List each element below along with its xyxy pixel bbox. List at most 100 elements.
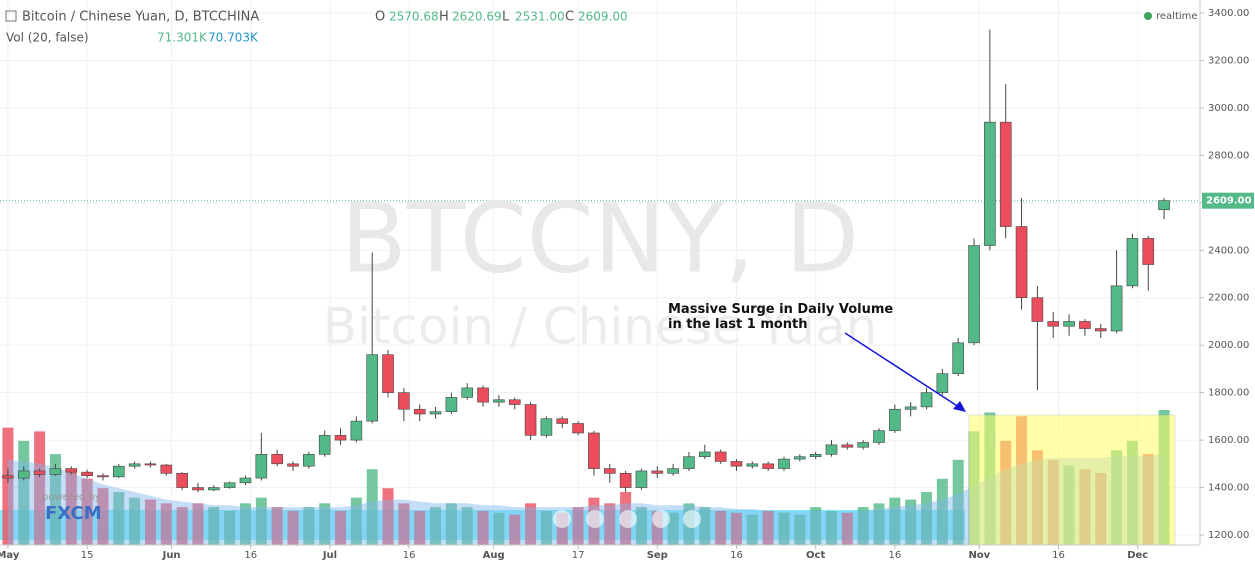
- candle-body: [318, 435, 331, 455]
- tool-button[interactable]: [619, 510, 637, 528]
- x-tick-label: Sep: [647, 550, 668, 561]
- candle-body: [588, 432, 600, 469]
- candle-body: [192, 487, 204, 491]
- volume-bar: [699, 507, 711, 545]
- candle-body: [508, 399, 521, 405]
- candle-body: [540, 418, 553, 436]
- x-tick-label: May: [0, 550, 20, 561]
- volume-bar: [287, 510, 299, 545]
- tool-button[interactable]: [652, 510, 670, 528]
- volume-bar: [921, 491, 933, 545]
- legend-h: 2620.69: [452, 10, 502, 24]
- volume-bar: [572, 507, 584, 545]
- volume-bar: [350, 497, 362, 545]
- highlight-box: [968, 414, 1176, 546]
- candle-body: [809, 454, 822, 458]
- candle-body: [112, 465, 125, 478]
- candle-body: [1063, 321, 1075, 327]
- tool-button[interactable]: [683, 510, 701, 528]
- brand-caption: powered by: [42, 492, 101, 503]
- volume-bar: [746, 514, 758, 545]
- arrow-head: [953, 401, 966, 412]
- volume-bar: [176, 507, 188, 545]
- candle-body: [493, 399, 505, 403]
- candle-body: [1126, 238, 1139, 287]
- volume-bar: [873, 503, 885, 545]
- legend-o: 2570.68: [389, 10, 439, 24]
- candle-body: [2, 475, 14, 479]
- volume-bar: [889, 497, 901, 545]
- volume-bar: [477, 510, 489, 545]
- candle-body: [904, 406, 917, 410]
- tool-button[interactable]: [553, 510, 571, 528]
- candle-body: [524, 404, 537, 436]
- x-tick-label: 15: [81, 550, 94, 561]
- y-tick-label: 2000.00: [1208, 340, 1249, 351]
- candle-body: [382, 354, 394, 393]
- candle-body: [1031, 297, 1044, 322]
- candle-body: [208, 487, 220, 491]
- volume-bar: [382, 488, 394, 545]
- volume-bar: [778, 512, 790, 545]
- volume-bar: [224, 510, 236, 545]
- candle-body: [429, 411, 442, 415]
- candle-body: [936, 373, 949, 393]
- tool-button[interactable]: [586, 510, 604, 528]
- axes: 1200.00 1400.00 1600.00 1800.00 2000.00 2200.…: [0, 8, 1254, 561]
- volume-bar: [540, 510, 552, 545]
- volume-bar: [129, 497, 141, 545]
- candle-body: [952, 342, 965, 374]
- volume-bar: [952, 459, 964, 545]
- candle-body: [825, 444, 838, 455]
- y-tick-label: 1200.00: [1208, 530, 1249, 541]
- volume-bar: [34, 431, 46, 545]
- candle-body: [413, 408, 426, 415]
- candle-body: [461, 387, 474, 398]
- x-tick-label: Jun: [162, 550, 181, 561]
- volume-bar: [398, 503, 410, 545]
- candle-body: [287, 463, 299, 467]
- volume-bar: [113, 491, 125, 545]
- y-tick-label: 1800.00: [1208, 388, 1249, 399]
- collapse-icon[interactable]: [5, 10, 17, 22]
- watermark-sub: Bitcoin / Chinese Yuan: [323, 298, 878, 356]
- y-tick-label: 3000.00: [1208, 103, 1249, 114]
- legend-c: 2609.00: [578, 10, 628, 24]
- candle-body: [762, 463, 774, 469]
- candle-body: [556, 418, 569, 424]
- candle-body: [667, 468, 679, 474]
- volume-bar: [445, 503, 457, 545]
- y-tick-label: 2800.00: [1208, 150, 1249, 161]
- candle-body: [239, 477, 252, 484]
- legend-h-label: H: [439, 10, 449, 25]
- volume-bar: [18, 440, 30, 545]
- legend-c-label: C: [565, 10, 574, 25]
- x-tick-label: Oct: [806, 550, 825, 561]
- brand: powered by FXCM: [42, 492, 102, 524]
- status-dot: [1144, 12, 1152, 20]
- volume-bar: [192, 503, 204, 545]
- volume-bar: [635, 507, 647, 545]
- brand-name: FXCM: [45, 503, 102, 524]
- volume-bar: [556, 512, 568, 545]
- volume-bar: [730, 512, 742, 545]
- volume-bar: [604, 503, 616, 545]
- last-price-box: [1202, 192, 1254, 209]
- candle-body: [255, 454, 268, 479]
- candle-body: [33, 470, 46, 475]
- y-tick-label: 2400.00: [1208, 245, 1249, 256]
- candle-body: [698, 451, 711, 458]
- volume-bar: [430, 507, 442, 545]
- candle-body: [1047, 321, 1060, 327]
- status: realtime: [1156, 11, 1198, 22]
- candle-body: [65, 468, 78, 473]
- candle-body: [303, 454, 315, 467]
- candle-body: [1079, 321, 1091, 329]
- candle-body: [619, 473, 632, 488]
- x-tick-label: 16: [244, 550, 257, 561]
- x-tick-label: Nov: [968, 550, 990, 561]
- x-tick-label: 16: [730, 550, 743, 561]
- candle-body: [746, 463, 759, 467]
- volume-last: 71.301K: [157, 31, 208, 45]
